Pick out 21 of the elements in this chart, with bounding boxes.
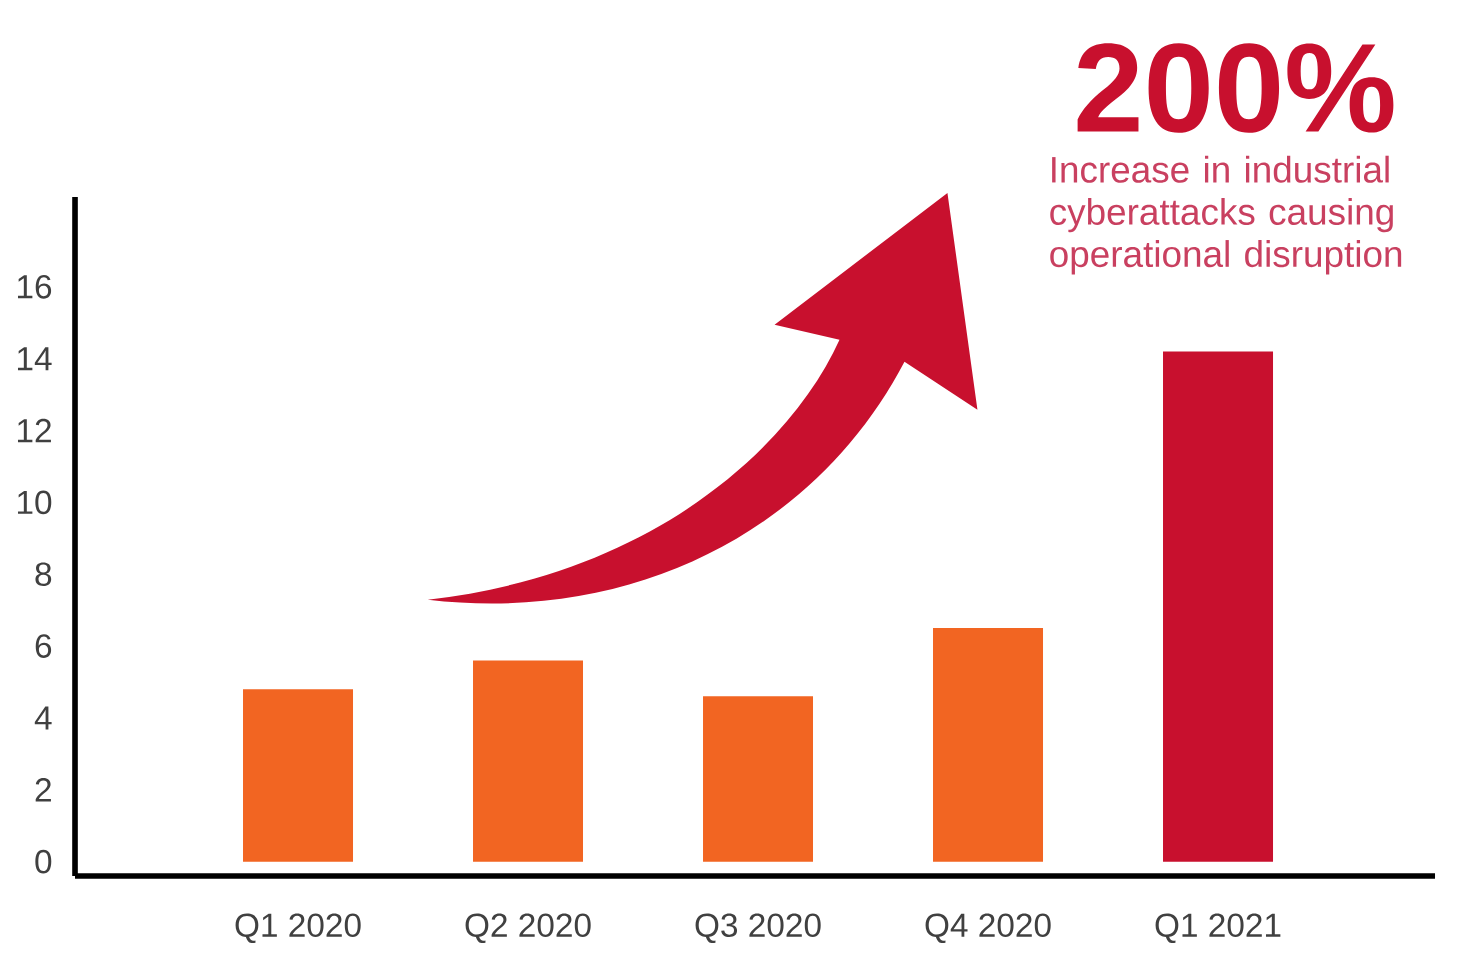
y-tick-label: 14 [17, 347, 52, 371]
x-tick-label: Q1 2021 [1155, 913, 1281, 944]
y-tick-label: 4 [34, 706, 52, 730]
bar [243, 689, 354, 862]
bar [933, 628, 1044, 862]
text: 200% [1077, 43, 1394, 133]
y-tick-label: 12 [17, 418, 51, 443]
x-tick-label: Q1 2020 [235, 913, 361, 944]
x-tick-label: Q2 2020 [465, 913, 591, 944]
y-tick-label: 0 [35, 849, 52, 874]
y-tick-label: 8 [35, 562, 52, 587]
y-tick-label: 6 [35, 634, 52, 658]
y-tick-label: 2 [35, 778, 51, 802]
y-tick-label: 10 [17, 490, 52, 515]
bar [1163, 351, 1274, 862]
y-tick-label: 16 [17, 275, 52, 299]
bar [473, 660, 584, 862]
bar [703, 696, 814, 862]
annotation: Increase in industrial cyberattacks causing operational disruption [1050, 155, 1402, 275]
x-tick-label: Q4 2020 [925, 913, 1051, 944]
x-tick-label: Q3 2020 [695, 913, 821, 944]
